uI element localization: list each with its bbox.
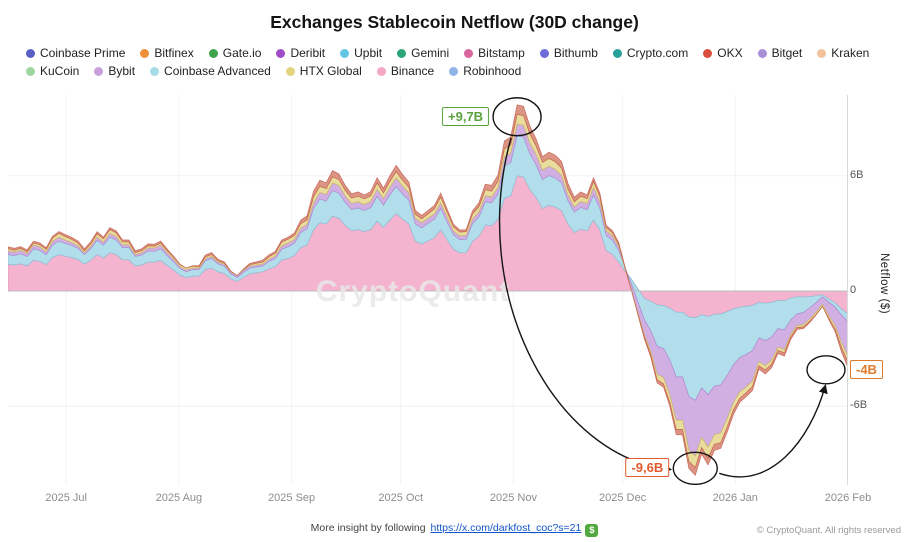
legend-label: Bithumb bbox=[553, 46, 598, 60]
legend-item-gate-io[interactable]: Gate.io bbox=[208, 46, 262, 60]
chart-area: CryptoQuant Netflow ($) +9,7B -9,6B -4B 6B 0… bbox=[0, 95, 909, 520]
legend-dot-crypto-com bbox=[612, 48, 622, 58]
legend-label: Bitget bbox=[771, 46, 803, 60]
x-tick-2025-sep: 2025 Sep bbox=[268, 492, 316, 504]
legend-item-bitget[interactable]: Bitget bbox=[757, 46, 803, 60]
legend-item-binance[interactable]: Binance bbox=[376, 64, 435, 78]
x-tick-2025-dec: 2025 Dec bbox=[598, 492, 647, 504]
legend-item-robinhood[interactable]: Robinhood bbox=[449, 64, 521, 78]
legend-item-gemini[interactable]: Gemini bbox=[397, 46, 449, 60]
copyright-notice: © CryptoQuant. All rights reserved bbox=[756, 525, 901, 536]
y-tick-6B: 6B bbox=[850, 168, 864, 181]
legend-item-upbit[interactable]: Upbit bbox=[340, 46, 382, 60]
money-emoji: $ bbox=[585, 524, 599, 537]
legend-label: Bybit bbox=[108, 64, 136, 78]
annotation-peak: +9,7B bbox=[442, 106, 490, 126]
legend-dot-kucoin bbox=[26, 66, 35, 76]
footer: More insight by following https://x.com/… bbox=[0, 522, 909, 537]
peak-circle bbox=[492, 97, 542, 137]
annotation-end: -4B bbox=[850, 359, 883, 379]
trough-circle bbox=[672, 451, 718, 485]
legend-label: Coinbase Advanced bbox=[164, 64, 271, 78]
arrow-peak-to-trough bbox=[498, 137, 672, 474]
legend-label: OKX bbox=[717, 46, 743, 60]
legend-label: Gemini bbox=[411, 46, 450, 60]
legend-item-okx[interactable]: OKX bbox=[703, 46, 743, 60]
legend-row: KuCoin Bybit Coinbase Advanced HTX Global Bi… bbox=[26, 64, 901, 78]
legend-item-bithumb[interactable]: Bithumb bbox=[539, 46, 598, 60]
legend-item-bitfinex[interactable]: Bitfinex bbox=[140, 46, 194, 60]
legend-item-crypto-com[interactable]: Crypto.com bbox=[612, 46, 689, 60]
x-tick-2025-oct: 2025 Oct bbox=[378, 492, 424, 504]
legend-item-bybit[interactable]: Bybit bbox=[94, 64, 135, 78]
legend-label: Bitstamp bbox=[478, 46, 525, 60]
chart-title: Exchanges Stablecoin Netflow (30D change… bbox=[270, 12, 639, 32]
annotation-trough: -9,6B bbox=[625, 458, 670, 478]
legend-row: Coinbase Prime Bitfinex Gate.io Deribit Upbi… bbox=[26, 46, 901, 60]
x-tick-2026-feb: 2026 Feb bbox=[824, 492, 872, 504]
legend-label: HTX Global bbox=[299, 64, 362, 78]
legend-label: KuCoin bbox=[40, 64, 80, 78]
series-area-others bbox=[8, 104, 848, 476]
netflow-chart-svg[interactable]: CryptoQuant bbox=[8, 95, 848, 485]
footer-link[interactable]: https://x.com/darkfost_coc?s=21 bbox=[430, 522, 582, 534]
legend-dot-bitstamp bbox=[464, 48, 474, 58]
legend-label: Robinhood bbox=[463, 64, 522, 78]
legend-dot-coinbase-prime bbox=[26, 48, 35, 58]
legend-dot-bybit bbox=[94, 66, 104, 76]
x-tick-2026-jan: 2026 Jan bbox=[712, 492, 758, 504]
legend-item-kucoin[interactable]: KuCoin bbox=[26, 64, 79, 78]
legend-label: Bitfinex bbox=[154, 46, 194, 60]
y-tick-0: 0 bbox=[850, 284, 857, 296]
x-tick-2025-aug: 2025 Aug bbox=[155, 492, 203, 504]
legend-item-deribit[interactable]: Deribit bbox=[276, 46, 325, 60]
legend-dot-bitget bbox=[757, 48, 767, 58]
legend: Coinbase Prime Bitfinex Gate.io Deribit Upbi… bbox=[26, 46, 901, 82]
legend-label: Deribit bbox=[290, 46, 326, 60]
legend-item-bitstamp[interactable]: Bitstamp bbox=[464, 46, 525, 60]
legend-dot-binance bbox=[376, 66, 386, 76]
legend-dot-kraken bbox=[817, 48, 827, 58]
legend-item-kraken[interactable]: Kraken bbox=[817, 46, 869, 60]
legend-dot-gate-io bbox=[208, 48, 218, 58]
x-tick-2025-jul: 2025 Jul bbox=[45, 492, 87, 504]
legend-dot-bithumb bbox=[539, 48, 549, 58]
legend-dot-coinbase-advanced bbox=[150, 66, 160, 76]
legend-item-htx-global[interactable]: HTX Global bbox=[285, 64, 362, 78]
legend-label: Binance bbox=[390, 64, 435, 78]
x-tick-2025-nov: 2025 Nov bbox=[489, 492, 537, 504]
legend-label: Coinbase Prime bbox=[40, 46, 126, 60]
legend-label: Crypto.com bbox=[626, 46, 689, 60]
legend-item-coinbase-advanced[interactable]: Coinbase Advanced bbox=[150, 64, 271, 78]
legend-dot-deribit bbox=[276, 48, 286, 58]
end-dip-circle bbox=[806, 355, 846, 385]
legend-dot-robinhood bbox=[449, 66, 459, 76]
legend-item-coinbase-prime[interactable]: Coinbase Prime bbox=[26, 46, 125, 60]
legend-dot-okx bbox=[703, 48, 713, 58]
legend-dot-bitfinex bbox=[140, 48, 150, 58]
legend-dot-gemini bbox=[397, 48, 407, 58]
footer-text: More insight by following bbox=[310, 522, 429, 534]
y-tick--6B: -6B bbox=[850, 399, 868, 412]
legend-dot-upbit bbox=[340, 48, 350, 58]
y-axis-title: Netflow ($) bbox=[878, 253, 890, 315]
legend-label: Kraken bbox=[831, 46, 870, 60]
watermark: CryptoQuant bbox=[316, 275, 510, 308]
arrow-trough-to-end bbox=[719, 384, 828, 478]
legend-label: Upbit bbox=[354, 46, 383, 60]
legend-dot-htx-global bbox=[285, 66, 295, 76]
legend-label: Gate.io bbox=[222, 46, 262, 60]
